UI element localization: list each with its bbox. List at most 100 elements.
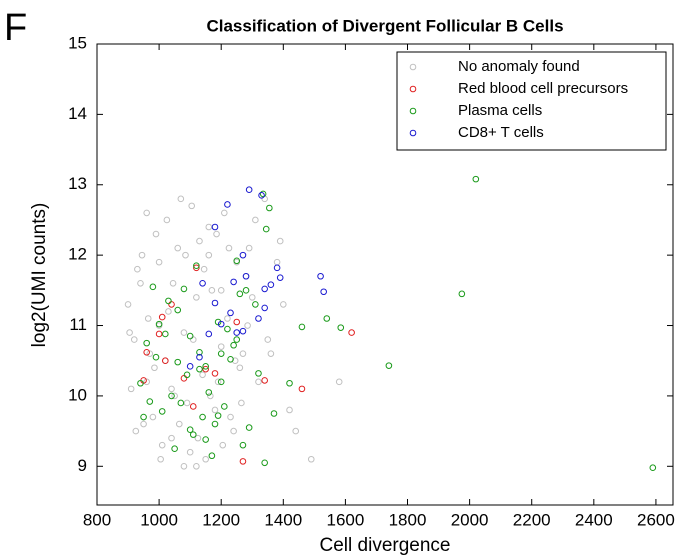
point <box>169 279 177 287</box>
point <box>143 378 150 386</box>
y-tick-label: 10 <box>68 385 87 404</box>
point <box>208 287 216 294</box>
point <box>233 318 241 326</box>
point <box>205 223 213 231</box>
point <box>202 436 209 443</box>
point <box>175 420 183 428</box>
point <box>217 350 225 357</box>
point <box>213 230 220 238</box>
point <box>186 448 194 456</box>
point <box>649 464 657 471</box>
point <box>262 225 270 233</box>
point <box>245 244 253 252</box>
point <box>230 278 237 286</box>
point <box>337 324 345 331</box>
point <box>140 420 147 428</box>
point <box>255 315 262 322</box>
point <box>165 297 172 305</box>
point <box>183 399 191 407</box>
point <box>261 377 268 384</box>
point <box>127 385 135 393</box>
point <box>261 459 268 467</box>
point <box>211 370 219 377</box>
legend-marker <box>409 107 417 115</box>
point <box>155 330 163 338</box>
point <box>267 281 275 289</box>
x-tick-label: 1200 <box>202 510 240 529</box>
point <box>180 329 188 336</box>
point <box>230 427 237 435</box>
point <box>186 363 194 370</box>
point <box>205 389 213 396</box>
point <box>202 363 209 370</box>
y-tick-label: 14 <box>68 104 87 123</box>
point <box>244 322 251 329</box>
point <box>196 353 203 361</box>
point <box>174 306 182 314</box>
point <box>236 290 244 298</box>
point <box>143 348 150 356</box>
point <box>151 364 158 372</box>
y-tick-label: 9 <box>78 456 87 475</box>
chart-title: Classification of Divergent Follicular B… <box>206 16 563 35</box>
point <box>225 244 233 252</box>
point <box>199 413 206 421</box>
point <box>152 353 160 361</box>
point <box>217 287 225 294</box>
point <box>217 320 225 328</box>
point <box>280 301 287 308</box>
point <box>130 336 138 343</box>
point <box>270 410 278 417</box>
point <box>323 315 331 322</box>
point <box>143 209 150 217</box>
point <box>168 434 175 442</box>
point <box>292 427 300 435</box>
point <box>227 309 234 317</box>
point <box>221 209 228 217</box>
legend-label: Red blood cell precursors <box>458 80 628 97</box>
point <box>242 272 250 280</box>
point <box>236 364 244 372</box>
point <box>162 357 169 365</box>
point <box>261 304 268 312</box>
point <box>162 330 169 338</box>
x-tick-label: 800 <box>83 510 111 529</box>
point <box>158 408 166 415</box>
point <box>307 455 315 463</box>
point <box>199 371 206 379</box>
point <box>245 424 253 431</box>
point <box>286 379 293 387</box>
point <box>266 204 273 212</box>
point <box>242 287 250 294</box>
y-tick-label: 13 <box>68 174 87 193</box>
point <box>217 378 225 386</box>
point <box>233 336 241 343</box>
point <box>267 350 275 357</box>
point <box>149 283 157 291</box>
point <box>255 370 262 377</box>
point <box>273 264 281 272</box>
legend-marker <box>409 129 417 137</box>
point <box>188 202 196 210</box>
point <box>320 288 327 296</box>
point <box>298 323 306 331</box>
point <box>239 350 247 357</box>
x-tick-label: 2400 <box>575 510 613 529</box>
point <box>472 175 480 183</box>
point <box>211 406 219 414</box>
point <box>158 441 166 449</box>
point <box>458 290 466 298</box>
point <box>252 216 259 224</box>
point <box>224 201 231 208</box>
point <box>137 379 144 387</box>
point <box>239 441 247 449</box>
point <box>221 403 228 410</box>
x-tick-label: 1800 <box>389 510 427 529</box>
point <box>174 244 182 252</box>
point <box>239 458 247 465</box>
x-tick-label: 2000 <box>451 510 489 529</box>
point <box>214 412 222 419</box>
x-tick-label: 1600 <box>326 510 364 529</box>
point <box>143 339 150 347</box>
